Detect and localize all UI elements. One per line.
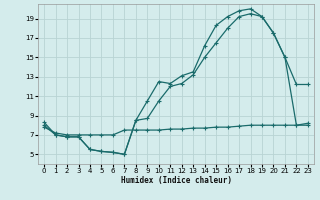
- X-axis label: Humidex (Indice chaleur): Humidex (Indice chaleur): [121, 176, 231, 185]
